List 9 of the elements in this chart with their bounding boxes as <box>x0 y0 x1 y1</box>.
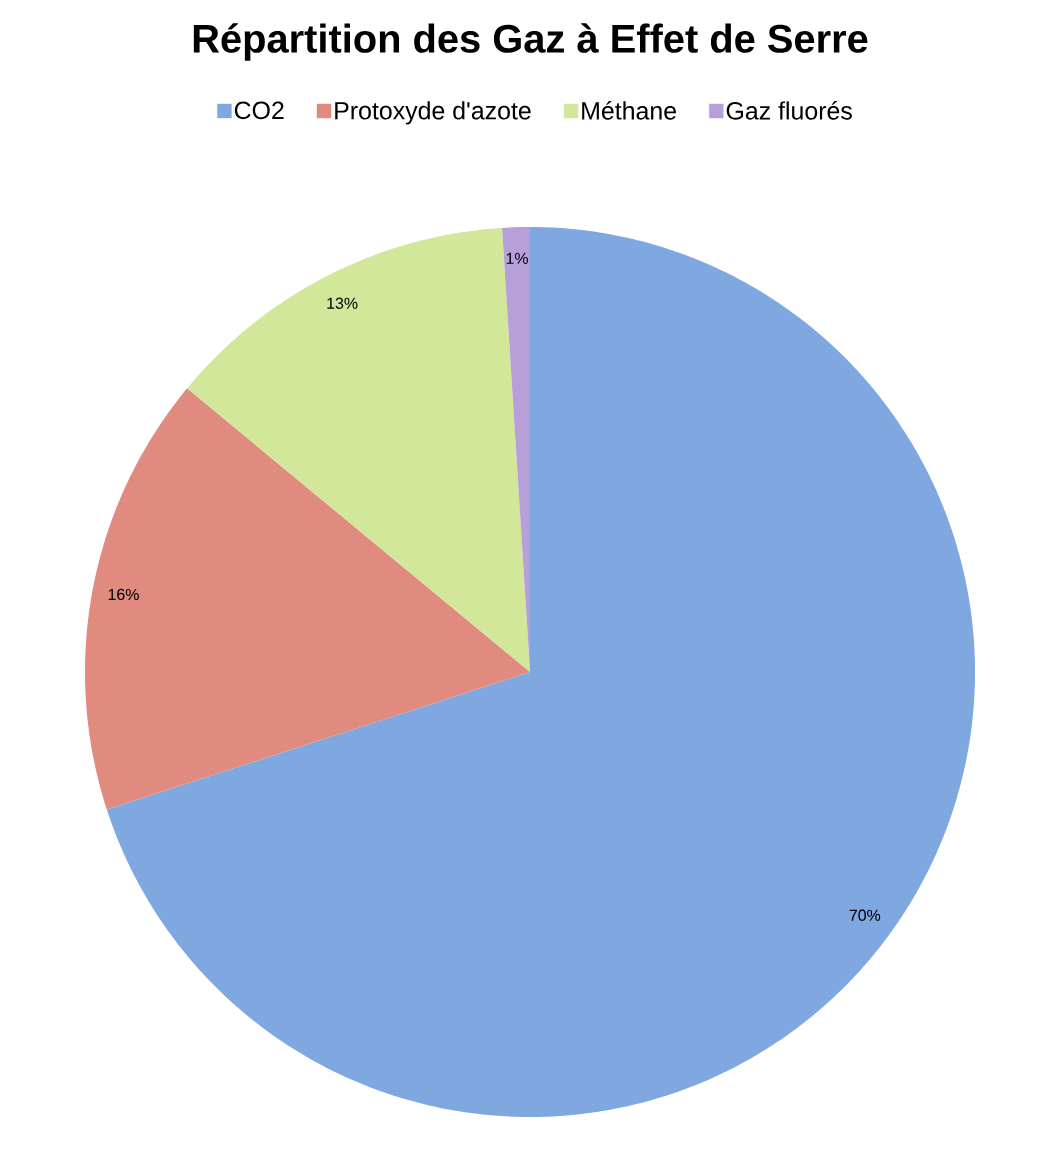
chart-title: Répartition des Gaz à Effet de Serre <box>193 23 868 61</box>
data-label: 70% <box>849 909 881 921</box>
legend-label: CO2 <box>234 101 284 120</box>
data-label: 13% <box>327 297 358 309</box>
data-label: 1% <box>506 252 528 264</box>
legend-label: Gaz fluorés <box>726 101 852 120</box>
legend-label: Méthane <box>582 101 676 120</box>
legend-label: Protoxyde d'azote <box>335 101 531 125</box>
data-label: 16% <box>108 588 139 601</box>
